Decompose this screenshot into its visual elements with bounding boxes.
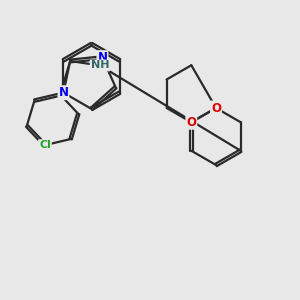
Text: N: N	[98, 51, 107, 64]
Text: O: O	[211, 101, 221, 115]
Text: O: O	[186, 116, 196, 129]
Text: NH: NH	[91, 61, 109, 70]
Text: N: N	[58, 86, 68, 99]
Text: Cl: Cl	[39, 140, 51, 150]
